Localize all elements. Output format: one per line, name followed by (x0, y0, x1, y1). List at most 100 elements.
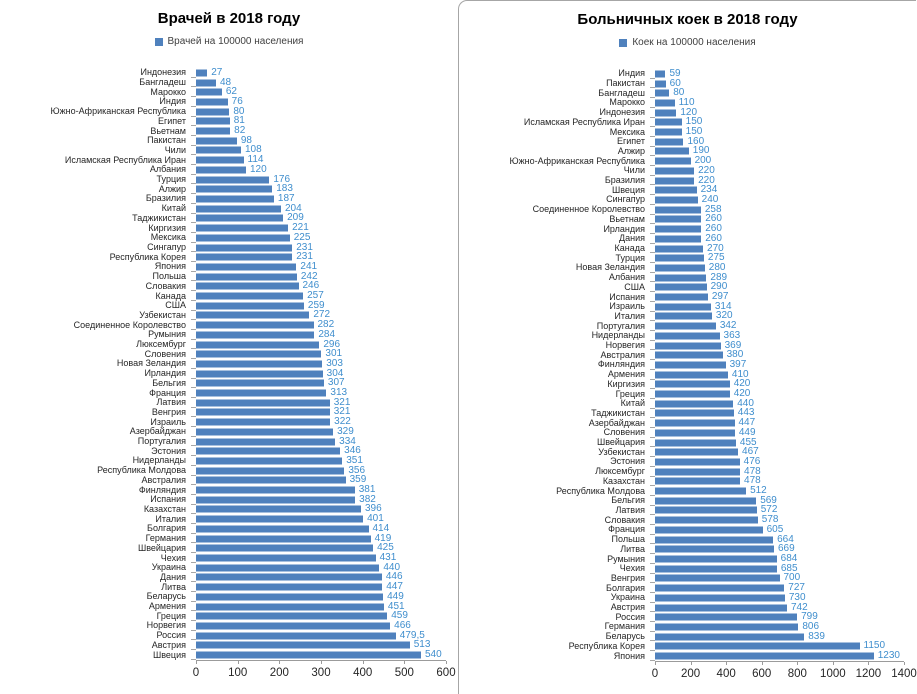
category-label: Исламская Республика Иран (523, 116, 645, 127)
chart-row: Венгрия 321 (0, 407, 446, 418)
category-label: Бангладеш (139, 77, 186, 88)
bar (655, 177, 695, 185)
bar (196, 253, 293, 261)
bar-area: 419 (196, 533, 446, 544)
category-tick (650, 224, 655, 234)
bar (655, 109, 677, 117)
value-label: 200 (694, 155, 712, 167)
category-tick (191, 78, 196, 88)
chart-row: Болгария 727 (459, 583, 904, 593)
chart-row: Республика Корея 1150 (459, 641, 904, 652)
category-label: Германия (145, 533, 186, 544)
value-label: 280 (708, 261, 726, 273)
category-label: США (165, 300, 186, 311)
category-label: Ирландия (603, 223, 645, 234)
bar-area: 363 (655, 330, 904, 341)
category-label: Финляндия (138, 484, 186, 495)
value-label: 425 (377, 542, 394, 554)
category-tick (650, 292, 655, 302)
value-label: 466 (394, 619, 411, 631)
value-label: 241 (300, 260, 318, 272)
bar-area: 397 (655, 359, 904, 370)
bar (655, 633, 805, 641)
bar-area: 685 (655, 562, 904, 574)
value-label: 727 (788, 582, 805, 594)
bar (655, 293, 708, 301)
bar (196, 573, 382, 581)
value-label: 685 (780, 562, 798, 574)
category-tick (650, 564, 655, 574)
value-label: 351 (346, 454, 363, 466)
value-label: 443 (737, 407, 755, 419)
category-label: Австралия (600, 349, 645, 360)
category-tick (191, 563, 196, 573)
category-tick (191, 505, 196, 515)
bar (655, 342, 721, 350)
category-tick (191, 320, 196, 330)
bar (196, 438, 336, 446)
category-tick (650, 273, 655, 283)
category-tick (650, 215, 655, 225)
x-tick (279, 661, 281, 664)
value-label: 303 (326, 357, 343, 369)
category-label: Украина (151, 562, 186, 573)
category-label: Австралия (141, 474, 186, 485)
bar (655, 545, 774, 553)
bar-area: 410 (655, 368, 904, 380)
chart-row: Эстония 476 (459, 456, 904, 467)
value-label: 314 (714, 300, 732, 312)
bar (196, 185, 273, 193)
category-tick (650, 496, 655, 506)
category-label: Турция (615, 252, 645, 263)
category-label: Венгрия (610, 572, 645, 583)
value-label: 382 (359, 493, 376, 505)
bar (655, 283, 707, 291)
chart-row: Исламская Республика Иран 114 (0, 155, 446, 166)
value-label: 431 (379, 552, 397, 563)
category-tick (650, 147, 655, 157)
chart-row: Казахстан 396 (0, 504, 446, 515)
chart-row: Киргизия 420 (459, 379, 904, 390)
category-label: Украина (610, 592, 645, 603)
bar-area: 380 (655, 350, 904, 360)
category-label: Эстония (151, 445, 186, 456)
bar-area: 160 (655, 136, 904, 147)
category-label: Казахстан (602, 475, 645, 486)
category-label: Новая Зеландия (116, 358, 186, 369)
bar-area: 204 (196, 202, 446, 214)
value-label: 459 (391, 610, 408, 622)
value-label: 605 (766, 523, 784, 535)
bar (196, 525, 369, 533)
value-label: 240 (701, 193, 719, 205)
bar (196, 224, 289, 232)
category-label: Китай (161, 203, 186, 214)
value-label: 204 (285, 202, 302, 214)
value-label: 742 (790, 601, 808, 613)
bar-area: 80 (655, 88, 904, 98)
value-label: 329 (337, 425, 354, 437)
value-label: 540 (425, 649, 442, 661)
chart-row: Египет 160 (459, 136, 904, 147)
x-tick (690, 662, 692, 665)
bar-area: 605 (655, 523, 904, 535)
chart-row: Россия 799 (459, 612, 904, 623)
chart-row: Сингапур 240 (459, 193, 904, 205)
category-tick (191, 369, 196, 379)
category-tick (650, 603, 655, 613)
bar-area: 98 (196, 135, 446, 146)
value-label: 307 (327, 377, 345, 389)
value-label: 334 (339, 435, 356, 447)
bar-area: 304 (196, 368, 446, 379)
bar-area: 220 (655, 165, 904, 176)
bar-area: 150 (655, 127, 904, 137)
category-tick (650, 282, 655, 293)
category-tick (650, 302, 655, 312)
bar (655, 186, 697, 194)
category-tick (191, 68, 196, 78)
bar-area: 231 (196, 252, 446, 262)
value-label: 410 (731, 368, 749, 380)
chart-row: Испания 297 (459, 292, 904, 302)
chart-title: Врачей в 2018 году (157, 10, 301, 27)
category-label: Италия (155, 513, 186, 524)
bar (196, 632, 396, 640)
